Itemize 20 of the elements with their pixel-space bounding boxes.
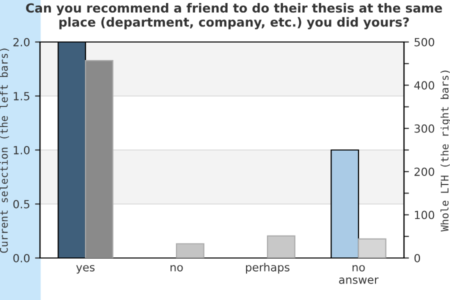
y-tick-label: 1.0 [14, 146, 30, 154]
y2-tick-label: 100 [414, 210, 434, 220]
y2-tick-label: 400 [414, 81, 434, 90]
y-tick-label: 2.0 [13, 38, 30, 46]
chart-title: Can you recommend a friend to do their thesis at the same place (department, company, etc.) you did yours? [26, 3, 442, 30]
y-axis-title: Current selection (the left bars) [0, 48, 10, 253]
y-tick-label: 1.5 [14, 92, 30, 100]
x-tick-label: no [170, 265, 183, 272]
y2-tick-label: 0 [414, 254, 420, 262]
x-tick-label: yes [76, 265, 95, 274]
bar [266, 235, 296, 258]
y2-tick-label: 200 [414, 168, 434, 176]
y2-tick-label: 300 [414, 124, 434, 133]
y-tick-label: 0.5 [13, 200, 30, 208]
x-tick-label: no answer [339, 265, 379, 284]
bar [358, 238, 386, 258]
y-tick-label: 0.0 [13, 254, 30, 262]
bar [176, 243, 204, 258]
x-tick-label: perhaps [246, 262, 290, 274]
y2-tick-label: 500 [414, 38, 434, 46]
